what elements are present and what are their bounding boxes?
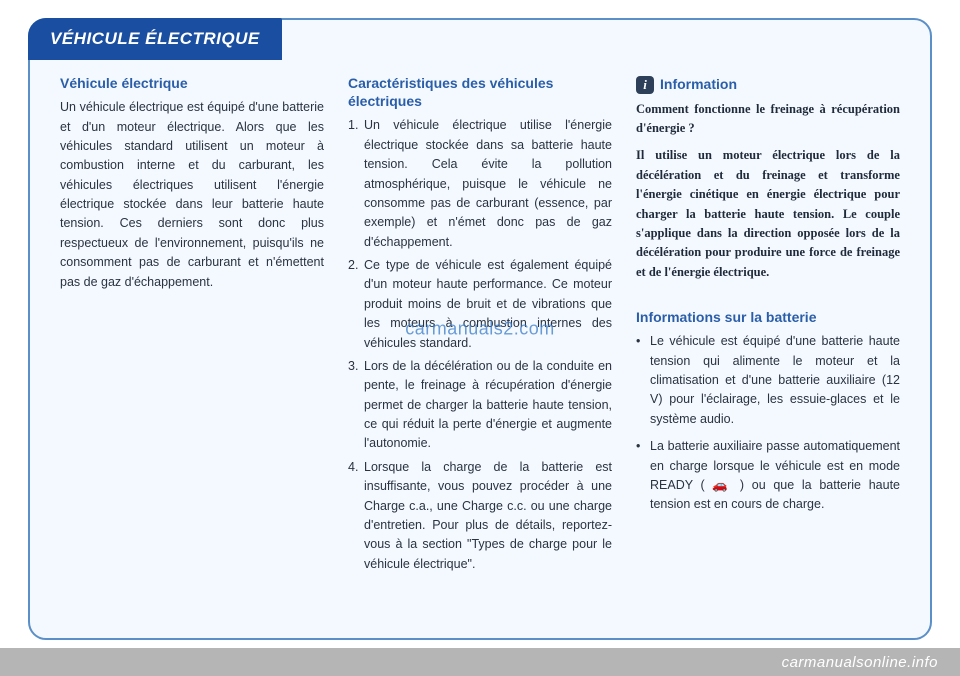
info-label: Information <box>660 74 737 96</box>
column-3: i Information Comment fonctionne le frei… <box>636 74 900 618</box>
section-title-characteristics: Caractéristiques des véhicules électriqu… <box>348 74 612 110</box>
section-title-vehicle: Véhicule électrique <box>60 74 324 92</box>
bullet-text: La batterie auxiliaire passe automatique… <box>650 437 900 515</box>
list-item: 3. Lors de la décélération ou de la cond… <box>348 357 612 454</box>
list-number: 1. <box>348 116 364 252</box>
list-text: Un véhicule électrique utilise l'énergie… <box>364 116 612 252</box>
list-text: Ce type de véhicule est également équipé… <box>364 256 612 353</box>
column-1: Véhicule électrique Un véhicule électriq… <box>60 74 324 618</box>
page-frame: VÉHICULE ÉLECTRIQUE Véhicule électrique … <box>28 18 932 640</box>
list-text: Lorsque la charge de la batterie est ins… <box>364 458 612 574</box>
bullet-text: Le véhicule est équipé d'une batterie ha… <box>650 332 900 429</box>
watermark-footer-text: carmanualsonline.info <box>782 654 938 671</box>
info-question: Comment fonctionne le freinage à récupér… <box>636 100 900 139</box>
bullet-mark: • <box>636 332 650 429</box>
list-number: 3. <box>348 357 364 454</box>
bullet-item: • Le véhicule est équipé d'une batterie … <box>636 332 900 429</box>
list-item: 1. Un véhicule électrique utilise l'éner… <box>348 116 612 252</box>
info-answer: Il utilise un moteur électrique lors de … <box>636 146 900 282</box>
list-text: Lors de la décélération ou de la conduit… <box>364 357 612 454</box>
section-title-battery: Informations sur la batterie <box>636 308 900 326</box>
list-number: 4. <box>348 458 364 574</box>
bullet-mark: • <box>636 437 650 515</box>
header-title: VÉHICULE ÉLECTRIQUE <box>50 29 260 49</box>
spacer <box>636 290 900 308</box>
header-band: VÉHICULE ÉLECTRIQUE <box>28 18 282 60</box>
info-icon: i <box>636 76 654 94</box>
content-area: Véhicule électrique Un véhicule électriq… <box>60 74 900 618</box>
list-number: 2. <box>348 256 364 353</box>
info-body: Comment fonctionne le freinage à récupér… <box>636 100 900 282</box>
column-2: Caractéristiques des véhicules électriqu… <box>348 74 612 618</box>
bullet-item: • La batterie auxiliaire passe automatiq… <box>636 437 900 515</box>
list-item: 4. Lorsque la charge de la batterie est … <box>348 458 612 574</box>
info-header: i Information <box>636 74 900 96</box>
section-body-vehicle: Un véhicule électrique est équipé d'une … <box>60 98 324 292</box>
watermark-footer-bar: carmanualsonline.info <box>0 648 960 676</box>
list-item: 2. Ce type de véhicule est également équ… <box>348 256 612 353</box>
